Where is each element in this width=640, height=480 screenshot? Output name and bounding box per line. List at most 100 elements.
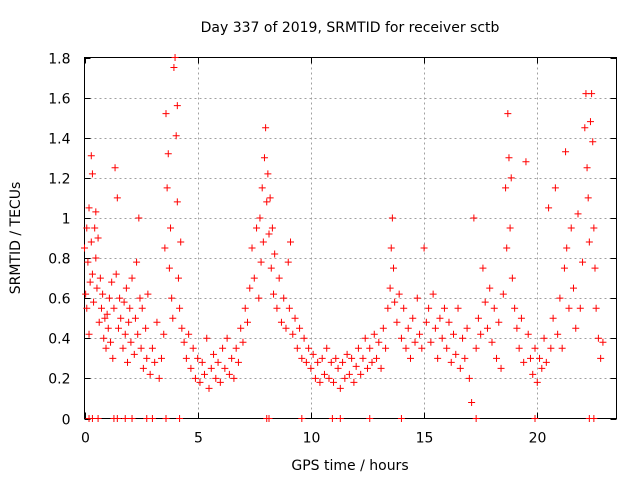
data-point [122, 284, 130, 292]
data-point [91, 224, 99, 232]
data-point [169, 314, 177, 322]
data-point [404, 324, 412, 332]
data-point [87, 238, 95, 246]
data-point [542, 358, 550, 366]
data-point [499, 290, 507, 298]
data-point [497, 364, 505, 372]
data-point [90, 298, 98, 306]
data-point [271, 250, 279, 258]
data-point [148, 415, 156, 422]
data-point [104, 324, 112, 332]
data-point [336, 415, 344, 422]
y-tick-label: 1 [62, 212, 71, 228]
data-point [507, 174, 515, 182]
data-point [81, 244, 88, 252]
data-point [436, 314, 444, 322]
data-point [472, 344, 480, 352]
data-point [307, 364, 315, 372]
data-point [318, 354, 326, 362]
data-point [82, 290, 90, 298]
data-point [94, 415, 102, 422]
data-point [101, 314, 109, 322]
x-tick-label: 15 [416, 431, 434, 447]
data-point [250, 274, 258, 282]
data-point [540, 334, 548, 342]
data-point [121, 415, 129, 422]
data-point [397, 334, 405, 342]
y-tick-label: 1.4 [48, 132, 70, 148]
data-point [185, 330, 193, 338]
data-point [547, 344, 555, 352]
data-point [400, 304, 408, 312]
data-point [560, 264, 568, 272]
data-point [128, 415, 136, 422]
data-point [450, 330, 458, 338]
data-point [592, 304, 600, 312]
data-point [531, 415, 539, 422]
data-point [143, 354, 151, 362]
data-point [558, 344, 566, 352]
data-point [266, 194, 274, 202]
data-point [298, 415, 306, 422]
data-point [196, 378, 204, 386]
data-point [431, 324, 439, 332]
data-point [151, 358, 159, 366]
data-point [148, 344, 156, 352]
data-point [434, 354, 442, 362]
data-point [260, 154, 268, 162]
data-point [96, 274, 104, 282]
data-point [517, 314, 525, 322]
data-point [160, 330, 168, 338]
tick-layer: 0 0.2 0.4 0.6 0.8 1 1.2 1.4 1.6 1.8 0 5 10 15 20 [48, 52, 617, 447]
data-point [377, 364, 385, 372]
data-point [277, 318, 285, 326]
data-point [200, 370, 208, 378]
data-point [511, 304, 519, 312]
grid-layer [84, 57, 617, 419]
data-point [157, 354, 165, 362]
data-point [256, 214, 264, 222]
data-point [248, 244, 256, 252]
data-point [524, 330, 532, 338]
data-point [225, 370, 233, 378]
data-point [490, 304, 498, 312]
data-point [162, 110, 170, 118]
data-point [113, 194, 121, 202]
data-point [92, 254, 100, 262]
data-point [128, 274, 136, 282]
data-point [216, 378, 224, 386]
data-point [565, 304, 573, 312]
y-tick-label: 0.4 [48, 332, 70, 348]
data-point [556, 294, 564, 302]
data-point [268, 224, 276, 232]
data-point [270, 290, 278, 298]
data-point [228, 354, 236, 362]
data-point [259, 238, 267, 246]
data-point [505, 154, 513, 162]
data-point [393, 318, 401, 326]
data-point [357, 370, 365, 378]
data-point [265, 230, 273, 238]
data-point [187, 364, 195, 372]
data-point [280, 294, 288, 302]
y-tick-label: 1.6 [48, 92, 70, 108]
data-point [162, 415, 170, 422]
data-point [84, 258, 92, 266]
data-point [382, 344, 390, 352]
data-point [88, 170, 96, 178]
data-point [258, 184, 266, 192]
data-point [191, 374, 199, 382]
data-point [282, 324, 290, 332]
data-point [445, 318, 453, 326]
data-point [402, 344, 410, 352]
data-point [85, 204, 93, 212]
data-point [334, 364, 342, 372]
data-point [375, 338, 383, 346]
data-point [354, 344, 362, 352]
data-point [263, 198, 271, 206]
data-point [549, 314, 557, 322]
data-point [85, 330, 93, 338]
data-point [583, 164, 591, 172]
data-point [425, 304, 433, 312]
data-point [291, 314, 299, 322]
